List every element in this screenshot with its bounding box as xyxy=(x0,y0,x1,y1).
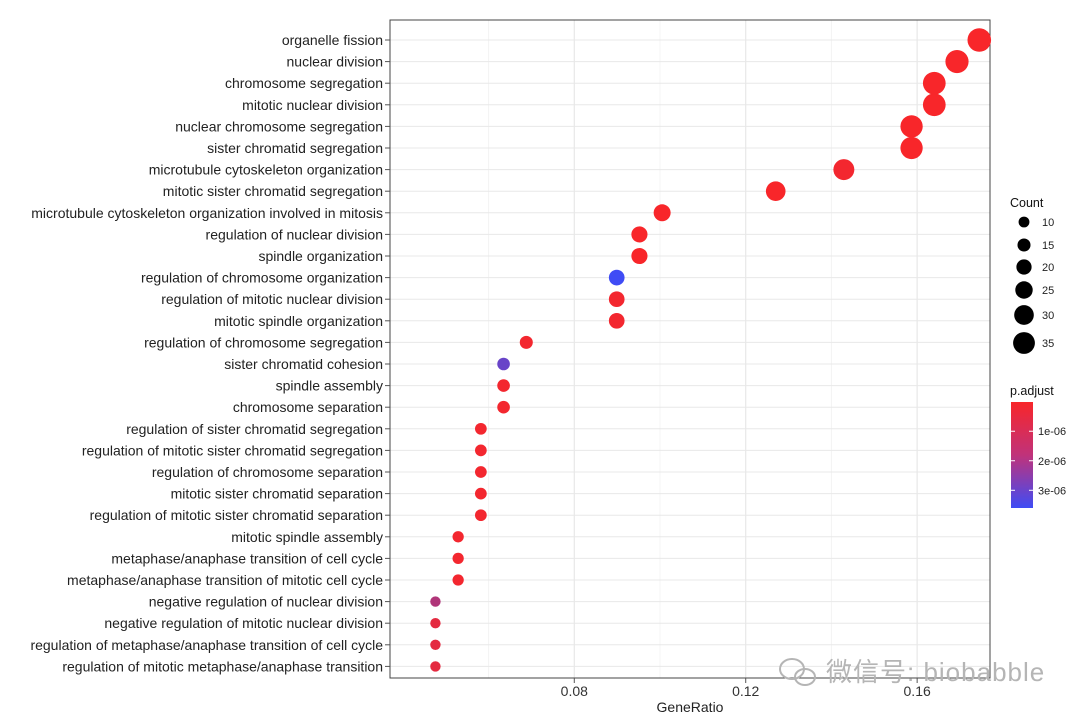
y-tick-label: negative regulation of nuclear division xyxy=(149,594,383,610)
data-point xyxy=(608,312,625,329)
y-tick-label: sister chromatid segregation xyxy=(207,140,383,156)
data-point xyxy=(967,28,992,52)
data-point xyxy=(430,596,441,607)
data-point xyxy=(452,574,464,586)
p-adjust-legend-title: p.adjust xyxy=(1010,384,1054,398)
y-tick-label: spindle organization xyxy=(258,248,383,264)
y-tick-label: microtubule cytoskeleton organization xyxy=(149,162,383,178)
y-tick-label: mitotic spindle assembly xyxy=(231,529,383,545)
count-legend-title: Count xyxy=(1010,196,1044,210)
x-tick-label: 0.16 xyxy=(904,683,931,699)
y-tick-label: sister chromatid cohesion xyxy=(224,356,383,372)
y-tick-label: regulation of nuclear division xyxy=(206,226,383,242)
count-legend-label: 35 xyxy=(1042,338,1054,350)
data-point xyxy=(765,181,786,202)
y-tick-label: chromosome separation xyxy=(233,399,383,415)
p-adjust-legend-label: 2e-06 xyxy=(1038,456,1066,468)
count-legend: Count 10 15 20 25 30 35 xyxy=(1010,196,1054,354)
count-legend-label: 20 xyxy=(1042,262,1054,274)
y-tick-label: regulation of chromosome segregation xyxy=(144,334,383,350)
data-point xyxy=(945,50,969,74)
y-tick-label: chromosome segregation xyxy=(225,75,383,91)
data-point xyxy=(631,226,648,243)
count-legend-key xyxy=(1016,259,1032,275)
count-legend-key xyxy=(1017,238,1031,252)
y-tick-label: regulation of mitotic metaphase/anaphase… xyxy=(62,658,383,674)
data-point xyxy=(430,618,441,629)
panel-border xyxy=(389,19,991,679)
data-point xyxy=(900,136,923,160)
count-legend-key xyxy=(1018,216,1030,228)
data-point xyxy=(900,115,923,138)
data-point xyxy=(497,379,510,392)
data-point xyxy=(452,531,464,543)
y-tick-label: mitotic sister chromatid separation xyxy=(171,486,383,502)
data-point xyxy=(474,466,487,478)
data-point xyxy=(452,552,464,565)
x-tick-label: 0.12 xyxy=(732,683,759,699)
watermark-text: 微信号: biobabble xyxy=(826,657,1045,687)
y-tick-label: mitotic sister chromatid segregation xyxy=(163,183,383,199)
y-tick-label: negative regulation of mitotic nuclear d… xyxy=(104,615,383,631)
data-point xyxy=(519,335,533,349)
y-tick-label: metaphase/anaphase transition of mitotic… xyxy=(67,572,383,588)
count-legend-key xyxy=(1015,281,1033,299)
data-point xyxy=(922,93,946,117)
count-legend-key xyxy=(1013,332,1035,354)
y-tick-label: nuclear division xyxy=(287,54,384,70)
x-tick-label: 0.08 xyxy=(561,683,588,699)
data-point xyxy=(631,247,648,265)
y-tick-label: metaphase/anaphase transition of cell cy… xyxy=(111,550,383,566)
y-tick-label: mitotic spindle organization xyxy=(214,313,383,329)
count-legend-label: 10 xyxy=(1042,217,1054,229)
data-point xyxy=(497,400,510,414)
y-tick-label: spindle assembly xyxy=(276,378,383,394)
data-point xyxy=(430,639,441,650)
data-points xyxy=(430,28,992,672)
data-point xyxy=(474,422,487,435)
count-legend-label: 30 xyxy=(1042,310,1054,322)
p-adjust-legend: p.adjust 1e-06 2e-06 3e-06 xyxy=(1010,384,1066,508)
count-legend-label: 15 xyxy=(1042,240,1054,252)
data-point xyxy=(474,509,487,522)
y-tick-label: microtubule cytoskeleton organization in… xyxy=(31,205,383,221)
wechat-icon xyxy=(779,658,816,686)
count-legend-key xyxy=(1014,305,1034,325)
p-adjust-legend-label: 1e-06 xyxy=(1038,426,1066,438)
y-tick-label: regulation of chromosome separation xyxy=(152,464,383,480)
data-point xyxy=(608,291,625,308)
p-adjust-legend-label: 3e-06 xyxy=(1038,485,1066,497)
data-point xyxy=(833,159,855,181)
p-adjust-colorbar xyxy=(1011,402,1033,508)
y-tick-label: regulation of mitotic nuclear division xyxy=(161,291,383,307)
x-axis: 0.08 0.12 0.16 GeneRatio xyxy=(561,678,931,715)
y-axis-labels: organelle fission nuclear division chromos… xyxy=(30,32,390,674)
x-axis-title: GeneRatio xyxy=(657,699,724,715)
y-tick-label: regulation of chromosome organization xyxy=(141,270,383,286)
data-point xyxy=(474,444,487,457)
data-point xyxy=(474,487,487,500)
count-legend-label: 25 xyxy=(1042,285,1054,297)
data-point xyxy=(922,71,946,95)
data-point xyxy=(430,661,441,672)
y-tick-label: organelle fission xyxy=(282,32,383,48)
y-tick-label: regulation of metaphase/anaphase transit… xyxy=(30,637,383,653)
data-point xyxy=(653,204,671,222)
data-point xyxy=(608,269,625,286)
watermark: 微信号: biobabble xyxy=(779,657,1045,687)
y-tick-label: regulation of mitotic sister chromatid s… xyxy=(82,442,383,458)
y-tick-label: regulation of sister chromatid segregati… xyxy=(126,421,383,437)
data-point xyxy=(497,357,510,371)
y-tick-label: mitotic nuclear division xyxy=(242,97,383,113)
y-tick-label: nuclear chromosome segregation xyxy=(175,118,383,134)
grid-layer xyxy=(389,19,991,679)
y-tick-label: regulation of mitotic sister chromatid s… xyxy=(90,507,383,523)
